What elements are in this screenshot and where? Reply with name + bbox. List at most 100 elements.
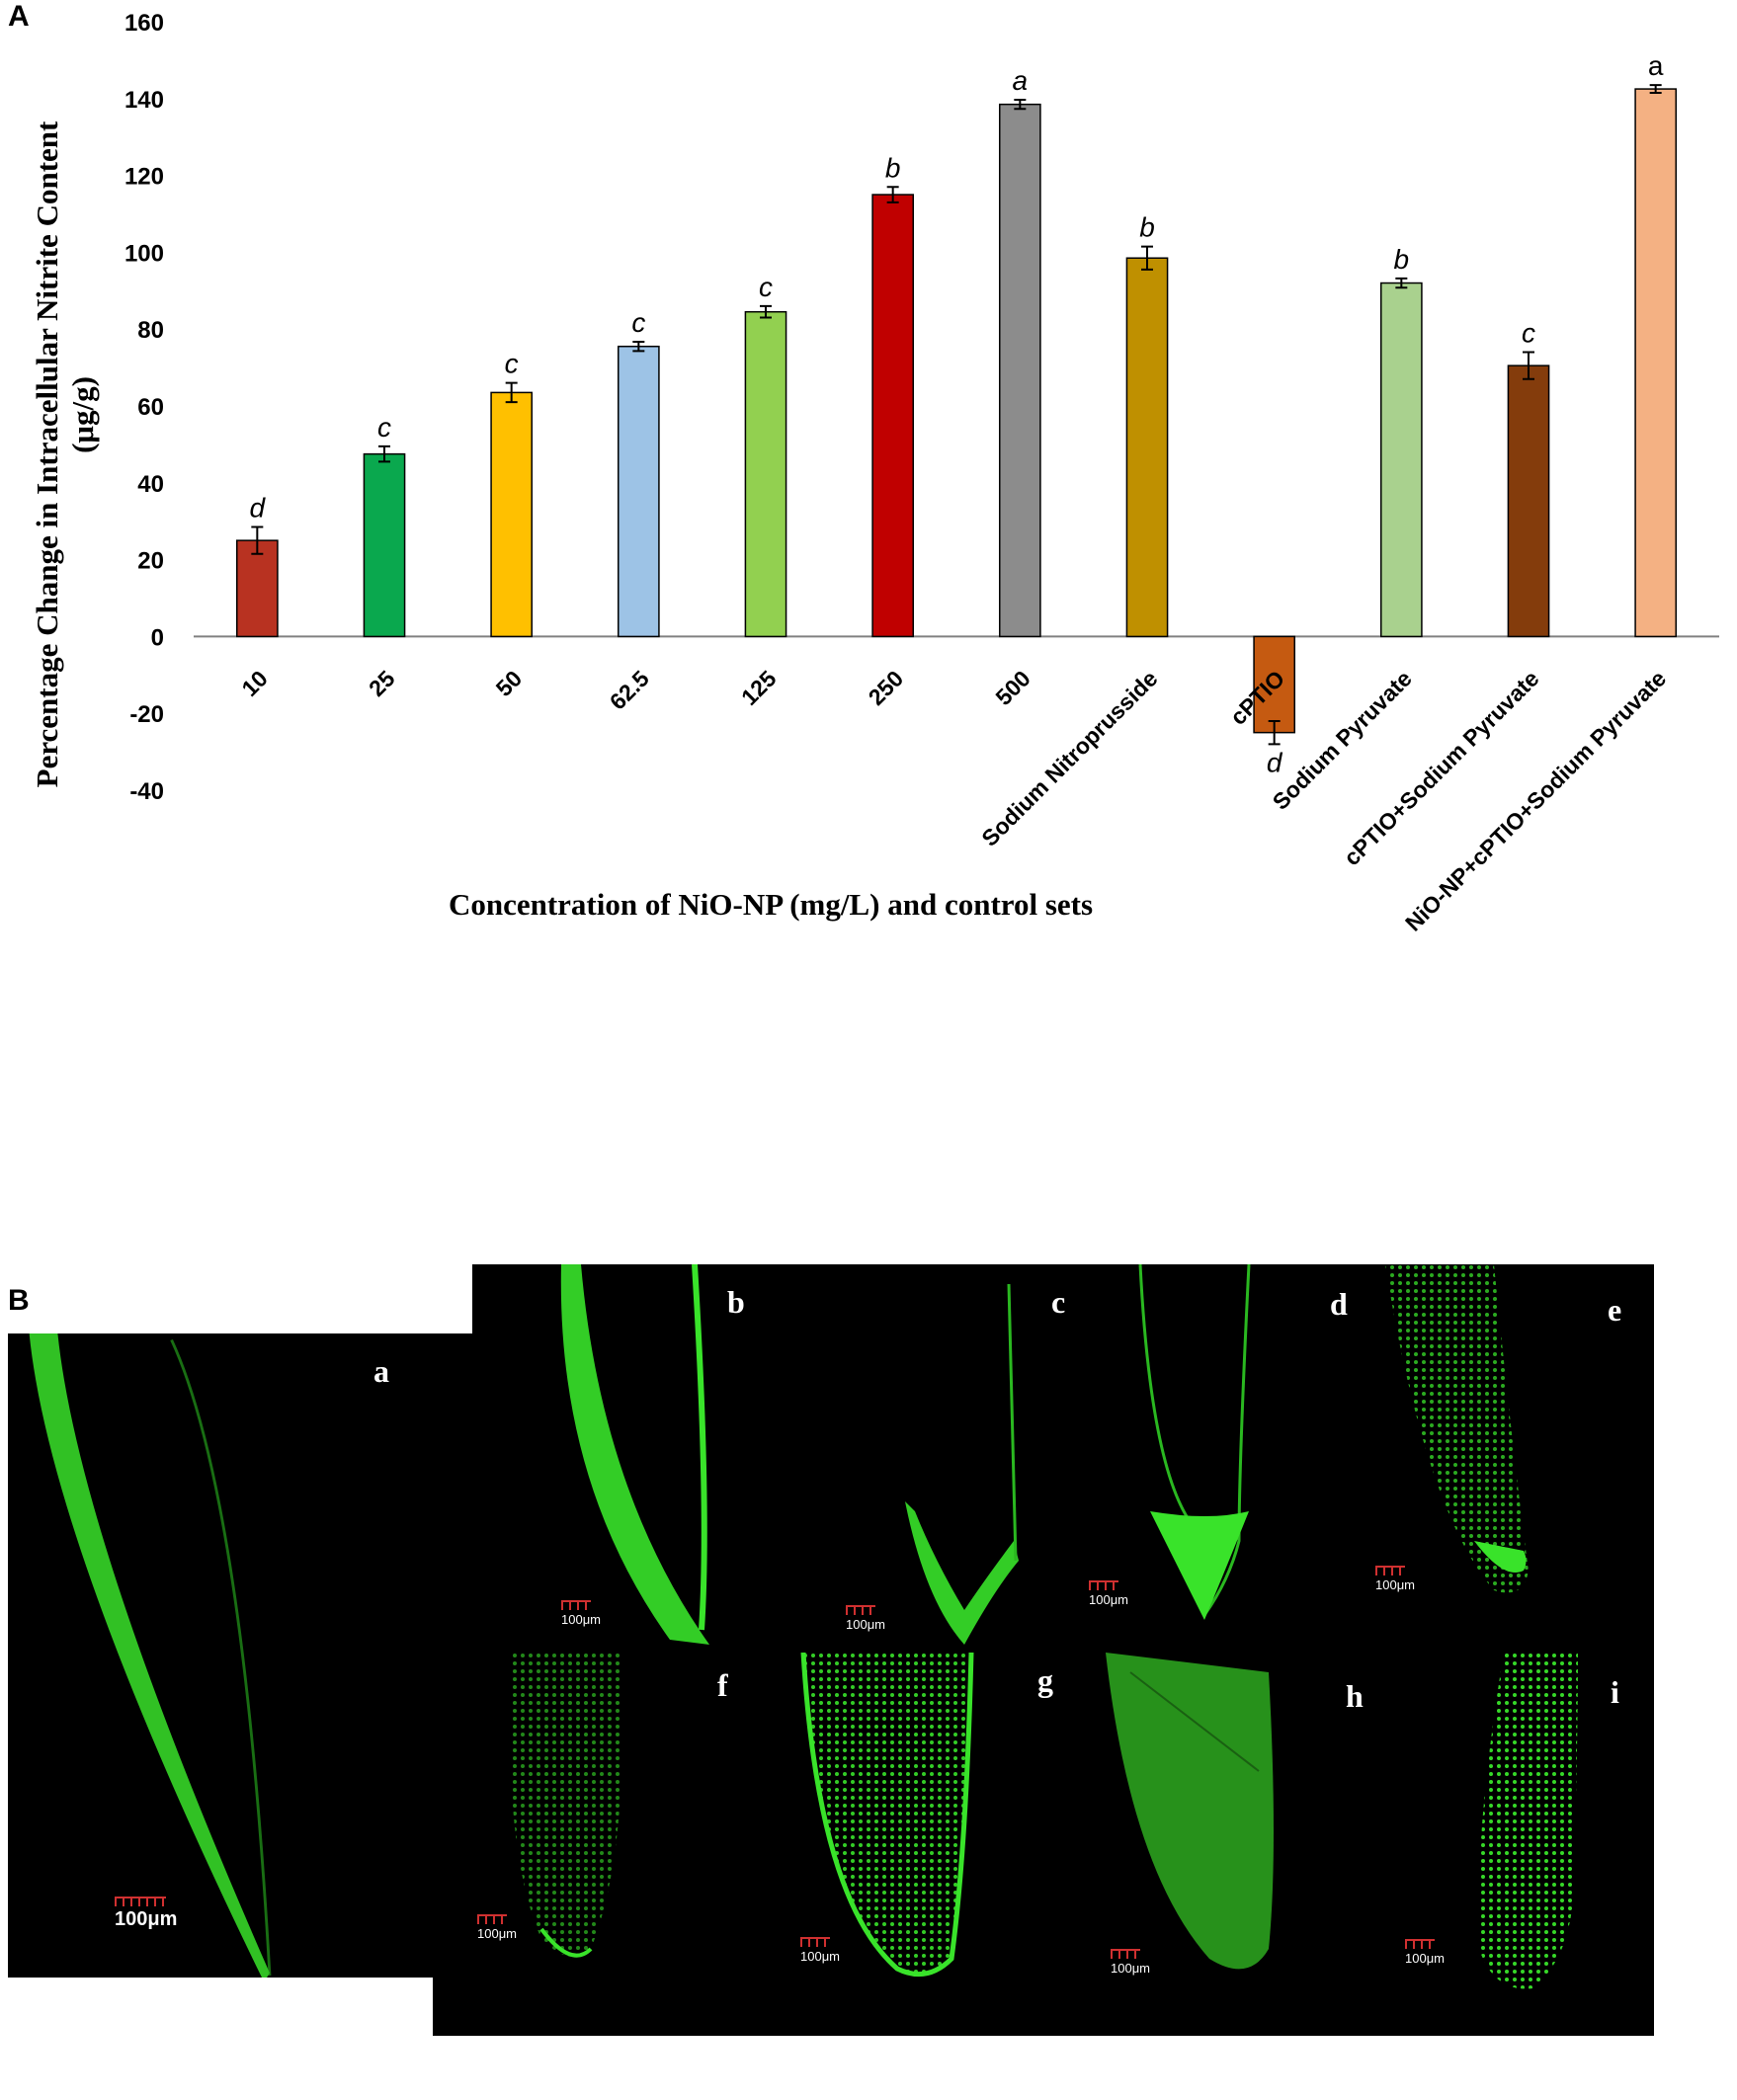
x-tick-label: 250 <box>864 666 909 711</box>
bar <box>1507 364 1550 638</box>
error-bar <box>251 525 264 555</box>
significance-label: a <box>1648 50 1664 81</box>
x-tick-label: NiO-NP+cPTIO+Sodium Pyruvate <box>1400 666 1671 936</box>
micrograph-e: e 100μm <box>1365 1264 1654 1655</box>
y-tick-label: 60 <box>137 394 164 421</box>
significance-label: c <box>631 307 645 338</box>
y-tick-label: 80 <box>137 317 164 344</box>
bar <box>617 345 660 638</box>
scale-label-e: 100μm <box>1375 1577 1416 1592</box>
micrograph-label-h: h <box>1346 1678 1364 1714</box>
y-tick-label: 120 <box>124 164 164 191</box>
scale-bar-b: b 100μm <box>561 1600 601 1627</box>
significance-label: c <box>759 272 773 302</box>
micrograph-label-g: g <box>1037 1662 1053 1698</box>
x-axis-label: Concentration of NiO-NP (mg/L) and contr… <box>449 887 1093 922</box>
scale-bar-f: 100μm <box>477 1914 517 1941</box>
chart-bars <box>235 84 1678 746</box>
x-tick-label: 50 <box>491 666 527 701</box>
bar-chart: -40 -20 0 20 40 60 80 100 120 140 160 d 10 c 25 c 50 c 62… <box>30 10 1719 936</box>
bar <box>1379 282 1423 638</box>
error-bar <box>1141 245 1153 271</box>
bar <box>1253 635 1296 734</box>
error-bar <box>1268 719 1281 746</box>
scale-bar-h: 100μm <box>1111 1949 1150 1976</box>
x-tick-label: 62.5 <box>605 665 654 714</box>
micrograph-label-b: b <box>727 1284 745 1320</box>
bar <box>490 391 534 638</box>
significance-label: c <box>505 349 519 379</box>
y-tick-label: 0 <box>151 624 164 651</box>
bar <box>998 103 1041 638</box>
micrograph-d: d 100μm <box>1081 1264 1367 1655</box>
bar <box>363 452 406 638</box>
error-bar <box>378 444 390 463</box>
micrograph-g: g 100μm <box>779 1653 1093 2036</box>
x-tick-label: 10 <box>236 666 272 701</box>
scale-label-b-text: 100μm <box>561 1612 602 1627</box>
scale-label-a: 100μm <box>115 1908 178 1930</box>
micrograph-i: i 100μm <box>1385 1653 1654 2036</box>
significance-label: b <box>1139 212 1155 243</box>
y-axis-label: Percentage Change in Intracellular Nitri… <box>30 121 64 787</box>
micrograph-label-d: d <box>1330 1286 1348 1322</box>
micrograph-label-e: e <box>1608 1292 1622 1328</box>
y-tick-label: -20 <box>129 701 164 728</box>
error-bar <box>760 304 772 319</box>
y-tick-label: 140 <box>124 87 164 114</box>
bar <box>1125 257 1169 638</box>
micrograph-label-f: f <box>717 1667 728 1703</box>
panel-a-letter: A <box>8 0 30 33</box>
micrograph-f: f 100μm <box>433 1653 781 2036</box>
scale-label-d: 100μm <box>1089 1592 1129 1607</box>
scale-label-i: 100μm <box>1405 1951 1446 1966</box>
scale-bar-i: 100μm <box>1405 1939 1445 1966</box>
bar <box>1634 88 1678 638</box>
significance-label: d <box>250 493 267 524</box>
error-bar <box>1014 98 1027 111</box>
chart-axes: -40 -20 0 20 40 60 80 100 120 140 160 <box>124 10 1719 805</box>
panel-b-letter: B <box>8 1284 30 1317</box>
micrograph-c: c 100μm <box>786 1264 1083 1655</box>
error-bar <box>1395 277 1408 289</box>
bar <box>871 194 915 638</box>
micrograph-h: h 100μm <box>1091 1653 1387 2036</box>
scale-label-h: 100μm <box>1111 1961 1151 1976</box>
x-tick-label: 125 <box>736 665 782 710</box>
error-bar <box>505 381 518 404</box>
significance-label: b <box>885 152 901 183</box>
y-axis-unit-label: (μg/g) <box>65 376 100 453</box>
scale-label-g: 100μm <box>800 1949 841 1964</box>
y-tick-label: 100 <box>124 240 164 267</box>
bar <box>744 310 787 638</box>
micrograph-label-c: c <box>1051 1284 1066 1320</box>
x-tick-label: 500 <box>990 666 1035 711</box>
error-bar <box>632 341 645 353</box>
y-tick-label: 160 <box>124 10 164 37</box>
error-bar <box>1649 84 1662 94</box>
error-bar <box>1523 351 1534 380</box>
scale-bar-a: 100μm <box>115 1897 177 1931</box>
significance-label: d <box>1267 747 1283 777</box>
micrograph-label-a: a <box>373 1353 389 1389</box>
micrograph-a: a 100μm <box>8 1333 474 1978</box>
scale-label-f: 100μm <box>477 1926 518 1941</box>
y-tick-label: 40 <box>137 471 164 498</box>
error-bar <box>886 186 899 203</box>
micrograph-label-i: i <box>1611 1674 1619 1710</box>
bar <box>235 539 279 638</box>
scale-label-c: 100μm <box>846 1617 886 1632</box>
scale-bar-c: 100μm <box>846 1605 885 1632</box>
scale-bar-d: 100μm <box>1089 1580 1128 1607</box>
significance-label: b <box>1394 244 1410 275</box>
y-tick-label: 20 <box>137 548 164 575</box>
y-tick-label: -40 <box>129 778 164 805</box>
significance-label: a <box>1013 65 1029 96</box>
significance-label: c <box>1522 318 1535 349</box>
scale-bar-e: 100μm <box>1375 1566 1415 1592</box>
significance-label: c <box>377 412 391 443</box>
micrograph-b: b b 100μm <box>472 1264 788 1655</box>
x-tick-label: 25 <box>364 665 400 701</box>
scale-bar-g: 100μm <box>800 1937 840 1964</box>
